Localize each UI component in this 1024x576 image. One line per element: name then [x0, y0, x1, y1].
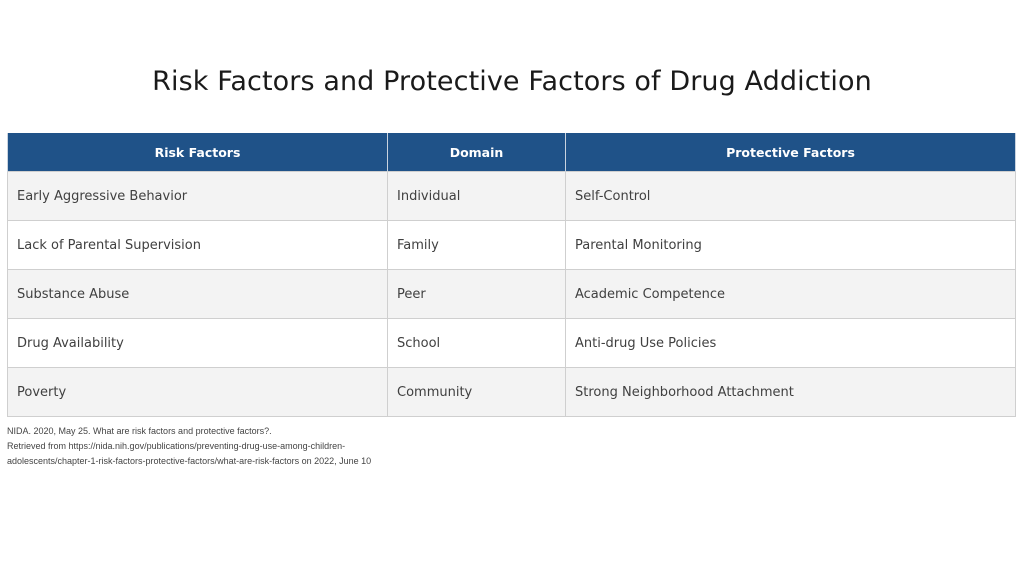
protective-factor-cell: Self-Control — [565, 171, 1016, 221]
domain-cell: Family — [387, 220, 566, 270]
factors-table: Risk Factors Domain Protective Factors E… — [7, 133, 1016, 417]
header-risk-factors: Risk Factors — [7, 133, 388, 172]
risk-protective-table: Risk Factors Domain Protective Factors E… — [7, 133, 1016, 417]
domain-cell: Peer — [387, 269, 566, 319]
table-header-row: Risk Factors Domain Protective Factors — [7, 133, 1016, 172]
table-row: Poverty Community Strong Neighborhood At… — [7, 367, 1016, 417]
citation-line: Retrieved from https://nida.nih.gov/publ… — [7, 441, 346, 451]
citation-line: adolescents/chapter-1-risk-factors-prote… — [7, 456, 372, 466]
protective-factor-cell: Parental Monitoring — [565, 220, 1016, 270]
header-protective-factors: Protective Factors — [565, 133, 1016, 172]
protective-factor-cell: Strong Neighborhood Attachment — [565, 367, 1016, 417]
protective-factor-cell: Anti-drug Use Policies — [565, 318, 1016, 368]
domain-cell: Community — [387, 367, 566, 417]
header-domain: Domain — [387, 133, 566, 172]
domain-cell: Individual — [387, 171, 566, 221]
table-row: Substance Abuse Peer Academic Competence — [7, 269, 1016, 319]
page-title: Risk Factors and Protective Factors of D… — [152, 66, 872, 98]
risk-factor-cell: Substance Abuse — [7, 269, 388, 319]
table-row: Lack of Parental Supervision Family Pare… — [7, 220, 1016, 270]
table-row: Drug Availability School Anti-drug Use P… — [7, 318, 1016, 368]
citation-line: NIDA. 2020, May 25. What are risk factor… — [7, 426, 272, 436]
risk-factor-cell: Lack of Parental Supervision — [7, 220, 388, 270]
risk-factor-cell: Poverty — [7, 367, 388, 417]
protective-factor-cell: Academic Competence — [565, 269, 1016, 319]
table-row: Early Aggressive Behavior Individual Sel… — [7, 171, 1016, 221]
risk-factor-cell: Drug Availability — [7, 318, 388, 368]
domain-cell: School — [387, 318, 566, 368]
risk-factor-cell: Early Aggressive Behavior — [7, 171, 388, 221]
source-citation: NIDA. 2020, May 25. What are risk factor… — [7, 424, 707, 469]
